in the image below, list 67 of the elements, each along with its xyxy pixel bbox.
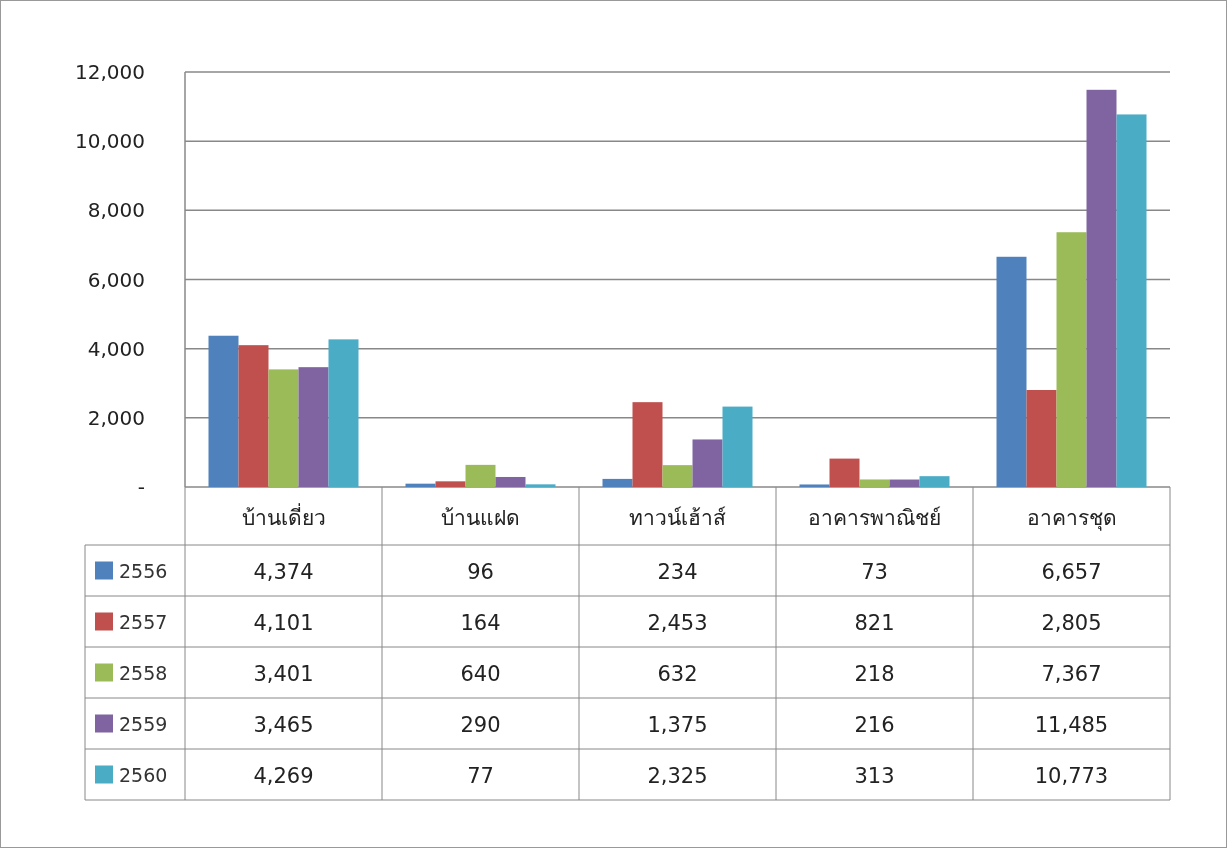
data-label: 11,485 — [1034, 712, 1109, 737]
data-label: 96 — [467, 559, 494, 584]
data-label: 7,367 — [1041, 661, 1102, 686]
bar — [889, 479, 920, 487]
x-tick-label: บ้านเดี่ยว — [241, 503, 326, 530]
bar — [996, 256, 1027, 487]
legend-label: 2559 — [119, 712, 168, 735]
data-label: 4,269 — [253, 763, 314, 788]
y-tick-label: 12,000 — [75, 60, 145, 84]
legend-label: 2556 — [119, 559, 168, 582]
data-label: 234 — [657, 559, 698, 584]
bar — [435, 481, 466, 487]
data-label: 6,657 — [1041, 559, 1102, 584]
y-tick-label: 8,000 — [87, 198, 145, 223]
bar — [919, 476, 950, 487]
data-label: 4,374 — [253, 559, 314, 584]
data-label: 2,805 — [1041, 610, 1102, 635]
bar — [1116, 114, 1147, 487]
bar — [465, 464, 496, 487]
y-tick-label: 10,000 — [75, 129, 145, 154]
legend-label: 2560 — [119, 763, 168, 786]
data-label: 164 — [460, 610, 501, 635]
data-label: 290 — [460, 712, 501, 737]
data-label: 216 — [854, 712, 895, 737]
bar — [859, 479, 890, 487]
bar — [829, 458, 860, 487]
bar — [298, 367, 329, 487]
bar — [328, 339, 359, 487]
bar — [722, 406, 753, 487]
bar — [238, 345, 269, 487]
bar — [632, 402, 663, 487]
bar — [1086, 89, 1117, 487]
x-tick-label: อาคารพาณิชย์ — [808, 506, 941, 530]
bar — [692, 439, 723, 487]
y-tick-label: - — [137, 475, 145, 499]
data-label: 640 — [460, 661, 501, 686]
y-tick-label: 6,000 — [87, 267, 145, 292]
bar — [495, 476, 526, 487]
bar — [268, 369, 299, 487]
data-label: 632 — [657, 661, 698, 686]
bar — [799, 484, 830, 487]
data-label: 77 — [467, 763, 494, 788]
data-label: 3,401 — [253, 661, 314, 686]
x-tick-label: ทาวน์เฮ้าส์ — [629, 506, 726, 530]
x-tick-label: อาคารชุด — [1026, 506, 1117, 531]
bar — [525, 484, 556, 487]
data-label: 821 — [854, 610, 895, 635]
bar — [602, 478, 633, 487]
data-label: 3,465 — [253, 712, 314, 737]
bar — [405, 483, 436, 487]
bar — [662, 465, 693, 487]
x-tick-label: บ้านแฝด — [441, 506, 520, 530]
data-label: 313 — [854, 763, 895, 788]
bar — [208, 335, 239, 487]
data-label: 218 — [854, 661, 895, 686]
data-label: 1,375 — [647, 712, 708, 737]
y-tick-label: 4,000 — [87, 336, 145, 361]
y-tick-label: 2,000 — [87, 405, 145, 430]
bar — [1026, 389, 1057, 487]
legend-label: 2558 — [119, 661, 168, 684]
data-label: 2,325 — [647, 763, 708, 788]
data-label: 2,453 — [647, 610, 708, 635]
data-label: 73 — [861, 559, 888, 584]
legend-label: 2557 — [119, 610, 168, 633]
data-label: 10,773 — [1034, 763, 1109, 788]
bar — [1056, 232, 1087, 487]
data-label: 4,101 — [253, 610, 314, 635]
